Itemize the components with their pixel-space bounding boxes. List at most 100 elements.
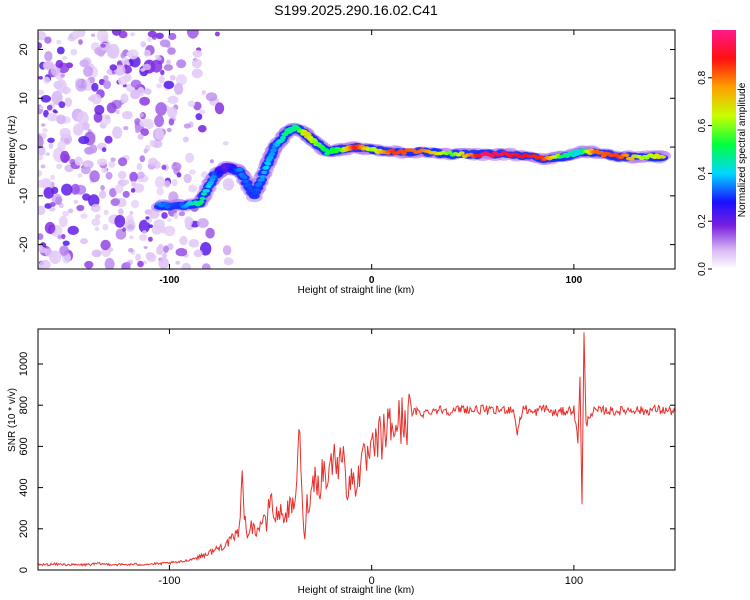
spectrogram-noise-blob xyxy=(156,83,162,89)
spectrogram-noise-blob xyxy=(142,63,151,71)
spectrogram-noise-blob xyxy=(57,234,62,240)
spectrogram-noise-blob xyxy=(130,89,141,100)
spectrogram-noise-blob xyxy=(123,126,129,131)
spectrogram-noise-blob xyxy=(122,179,130,185)
spectrogram-noise-blob xyxy=(100,239,111,251)
spectrogram-noise-blob xyxy=(160,69,165,76)
spectrogram-noise-blob xyxy=(187,100,196,107)
spectrogram-noise-blob xyxy=(72,30,80,40)
spectrogram-noise-blob xyxy=(193,249,203,258)
spectrogram-noise-blob xyxy=(145,251,155,260)
spectrogram-noise-blob xyxy=(163,225,176,237)
spectrogram-noise-blob xyxy=(135,253,142,262)
spectrogram-noise-blob xyxy=(163,245,169,253)
spectrogram-noise-blob xyxy=(115,109,120,115)
spectrogram-ridge-cell xyxy=(210,174,217,179)
spectrogram-ridge-cell xyxy=(242,179,249,184)
spectrogram-noise-blob xyxy=(38,170,43,177)
spectrogram-noise-blob xyxy=(60,150,70,163)
spectrogram-ridge-cell xyxy=(261,170,268,175)
colorbar-tick-label: 0.2 xyxy=(697,214,708,228)
spectrogram-ridge-cell xyxy=(458,151,465,155)
spectrogram-noise-blob xyxy=(193,101,202,111)
spectrogram-noise-blob xyxy=(56,163,63,170)
spectrogram-noise-blob xyxy=(124,219,136,232)
spectrogram-noise-blob xyxy=(114,184,124,194)
colorbar-label: Normalized spectral amplitude xyxy=(737,82,748,217)
spectrogram-noise-blob xyxy=(183,123,191,129)
spectrogram-noise-blob xyxy=(112,198,121,205)
spectrogram-noise-blob xyxy=(59,127,71,139)
spectrogram-noise-blob xyxy=(83,65,94,77)
colorbar-tick-label: 0.0 xyxy=(697,262,708,276)
spectrogram-noise-blob xyxy=(49,207,56,212)
spectrogram-noise-blob xyxy=(154,127,165,140)
spectrogram-ridge-cell xyxy=(332,149,339,154)
spectrogram-noise-blob xyxy=(128,247,134,253)
spectrogram-noise-blob xyxy=(38,42,43,50)
x-tick-label: 100 xyxy=(566,275,583,286)
spectrogram-noise-blob xyxy=(38,31,47,41)
spectrogram-noise-blob xyxy=(39,259,51,269)
spectrogram-noise-blob xyxy=(134,118,141,126)
spectrogram-noise-blob xyxy=(140,128,149,137)
spectrogram-ridge-cell xyxy=(270,148,277,153)
spectrogram-noise-blob xyxy=(56,79,67,93)
spectrogram-noise-blob xyxy=(191,68,203,79)
colorbar: 0.0 0.2 0.4 0.6 0.8 Normalized spectral ampl… xyxy=(697,30,748,276)
spectrogram-noise-blob xyxy=(175,74,187,86)
snr-series-line xyxy=(38,332,675,567)
spectrogram-noise-blob xyxy=(187,30,199,39)
x-tick-label: -100 xyxy=(158,575,180,587)
spectrogram-noise-blob xyxy=(149,139,155,147)
spectrogram-noise-blob xyxy=(129,32,136,37)
spectrogram-noise-blob xyxy=(195,113,203,121)
spectrogram-noise-blob xyxy=(84,260,94,269)
spectrogram-noise-blob xyxy=(154,114,165,128)
spectrogram-noise-blob xyxy=(167,95,179,104)
spectrogram-noise-blob xyxy=(55,196,62,206)
spectrogram-noise-blob xyxy=(74,157,83,166)
spectrogram-noise-blob xyxy=(117,208,124,216)
spectrogram-noise-blob xyxy=(183,173,192,184)
spectrogram-noise-blob xyxy=(100,185,105,191)
spectrogram-noise-blob xyxy=(130,79,142,89)
spectrogram-noise-blob xyxy=(78,136,90,145)
spectrogram-noise-blob xyxy=(188,239,200,248)
spectrogram-ridge-cell xyxy=(388,148,395,153)
spectrogram-noise-blob xyxy=(185,152,195,163)
spectrogram-noise-blob xyxy=(147,30,157,38)
spectrogram-noise-blob xyxy=(140,68,146,72)
spectrogram-ridge-cell xyxy=(537,155,544,159)
spectrogram-noise-blob xyxy=(62,240,70,246)
spectrogram-noise-blob xyxy=(182,136,189,143)
spectrogram-noise-blob xyxy=(43,187,55,199)
spectrogram-noise-blob xyxy=(167,47,176,55)
spectrogram-noise-blob xyxy=(94,104,105,115)
spectrogram-noise-blob xyxy=(48,142,54,149)
spectrogram-noise-blob xyxy=(110,157,116,162)
spectrogram-noise-blob xyxy=(165,43,171,48)
spectrogram-noise-blob xyxy=(202,263,211,269)
spectrogram-noise-blob xyxy=(70,183,80,195)
spectrogram-noise-blob xyxy=(158,257,169,269)
spectrogram-noise-blob xyxy=(50,174,55,180)
spectrogram-ridge-cell xyxy=(259,175,266,179)
spectrogram-noise-blob xyxy=(154,176,166,189)
spectrogram-noise-layer xyxy=(38,30,235,269)
colorbar-tick-label: 0.8 xyxy=(697,70,708,84)
spectrogram-noise-blob xyxy=(125,261,131,268)
spectrogram-ridge-cell xyxy=(623,153,630,157)
spectrogram-noise-blob xyxy=(192,50,203,58)
spectrogram-noise-blob xyxy=(205,227,215,239)
y-tick-label: 600 xyxy=(18,437,30,455)
spectrogram-noise-blob xyxy=(131,180,137,187)
spectrogram-noise-blob xyxy=(179,235,188,246)
y-tick-label: 800 xyxy=(18,396,30,414)
spectrogram-noise-blob xyxy=(154,54,160,59)
spectrogram-noise-blob xyxy=(70,48,78,56)
spectrogram-noise-blob xyxy=(91,33,96,37)
spectrogram-noise-blob xyxy=(126,51,134,57)
spectrogram-noise-blob xyxy=(91,82,99,92)
spectrogram-noise-blob xyxy=(76,204,85,212)
